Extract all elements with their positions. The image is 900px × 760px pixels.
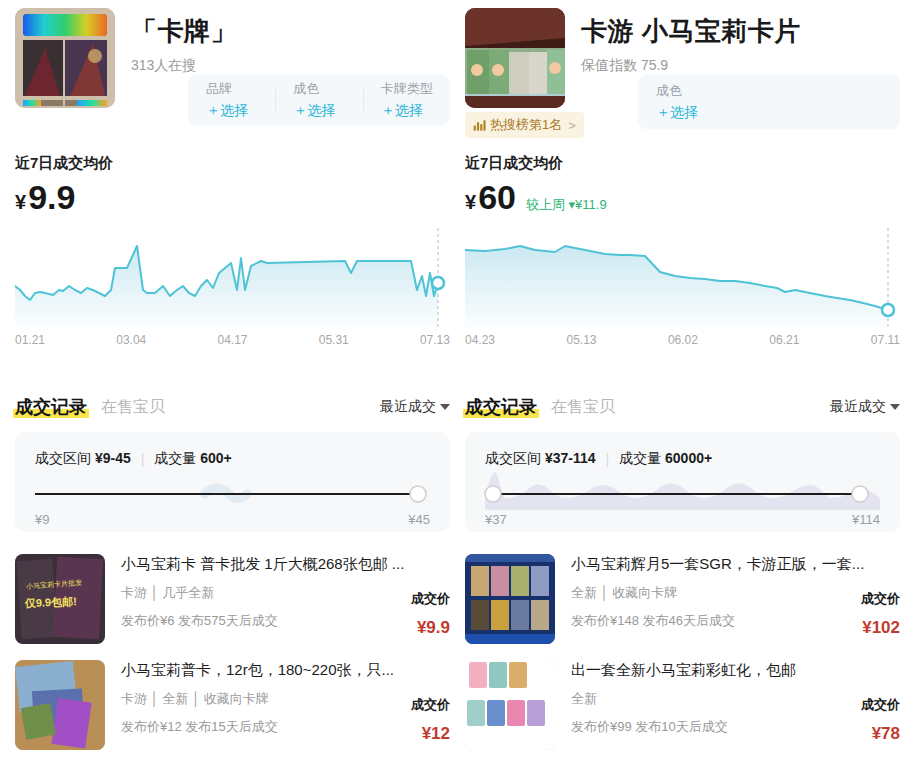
svg-text:仅9.9包邮!: 仅9.9包邮!	[24, 595, 77, 609]
